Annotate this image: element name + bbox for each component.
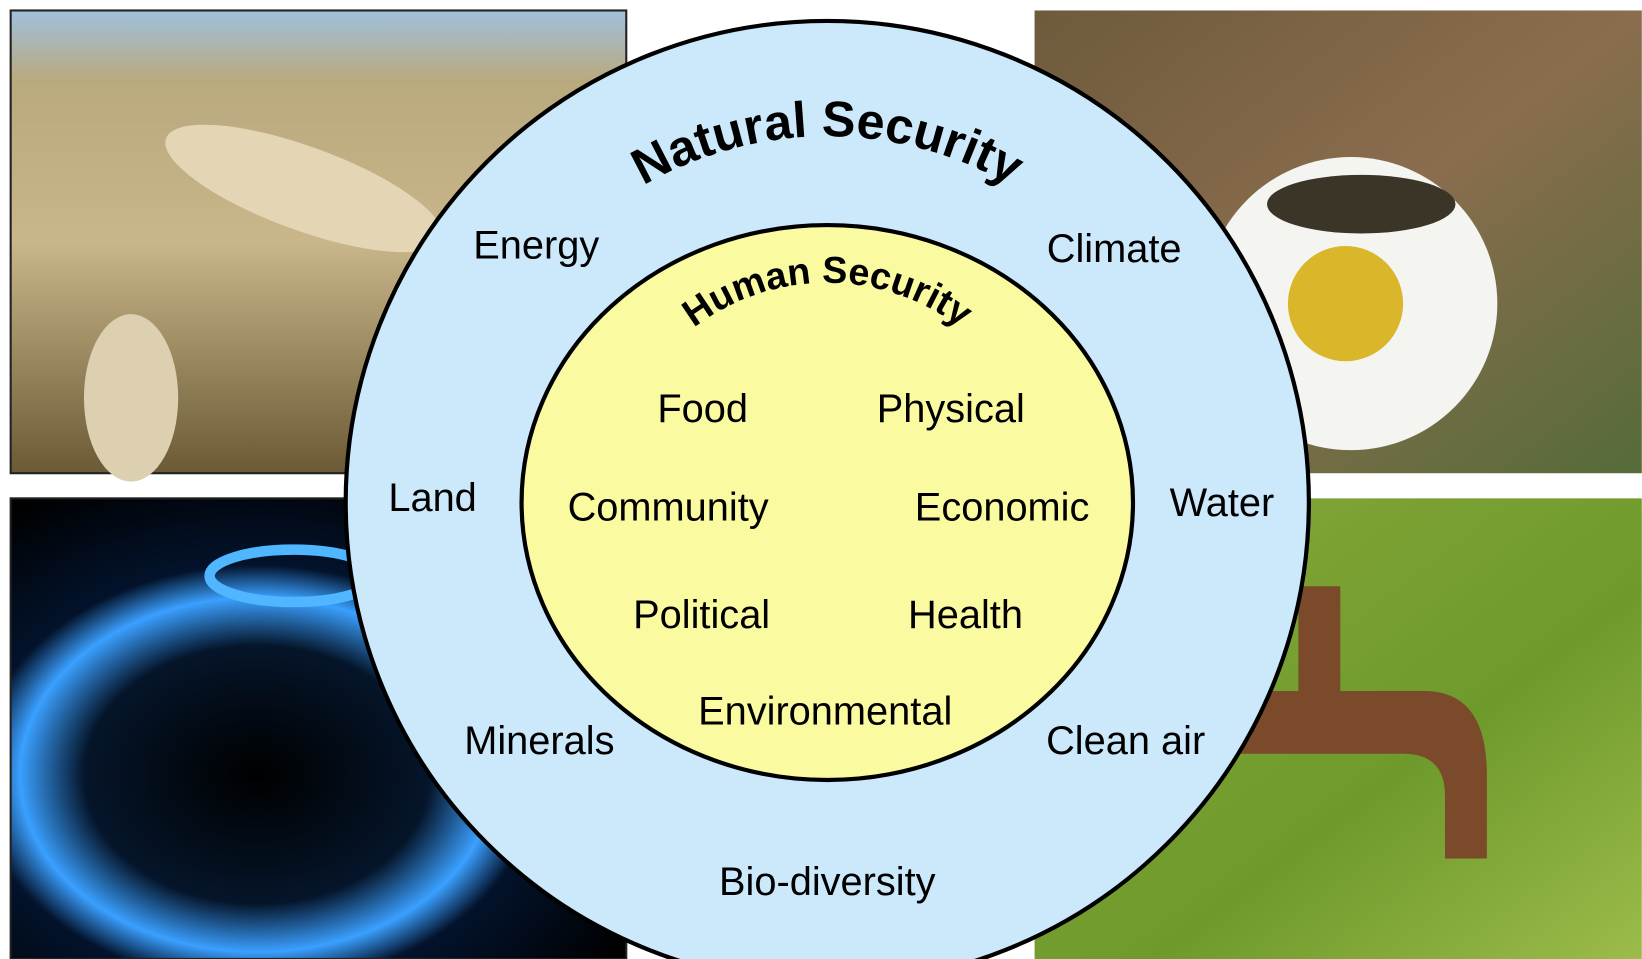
insect (1267, 175, 1455, 234)
flower-center (1288, 246, 1403, 361)
inner-item: Physical (877, 387, 1025, 431)
outer-item: Water (1170, 481, 1275, 525)
diagram: Natural Security Human Security Energy C… (0, 0, 1642, 959)
inner-item: Economic (915, 485, 1090, 529)
outer-item: Energy (473, 224, 599, 268)
inner-item: Food (657, 387, 748, 431)
outer-item: Bio-diversity (719, 860, 936, 904)
inner-item: Environmental (698, 690, 952, 734)
inner-item: Political (633, 593, 770, 637)
wheat-ear (84, 314, 178, 482)
page: Natural Security Human Security Energy C… (0, 0, 1642, 959)
outer-item: Clean air (1046, 719, 1205, 763)
outer-item: Land (388, 476, 476, 520)
outer-item: Minerals (464, 719, 614, 763)
outer-item: Climate (1047, 227, 1182, 271)
inner-item: Health (908, 593, 1023, 637)
inner-item: Community (568, 485, 769, 529)
